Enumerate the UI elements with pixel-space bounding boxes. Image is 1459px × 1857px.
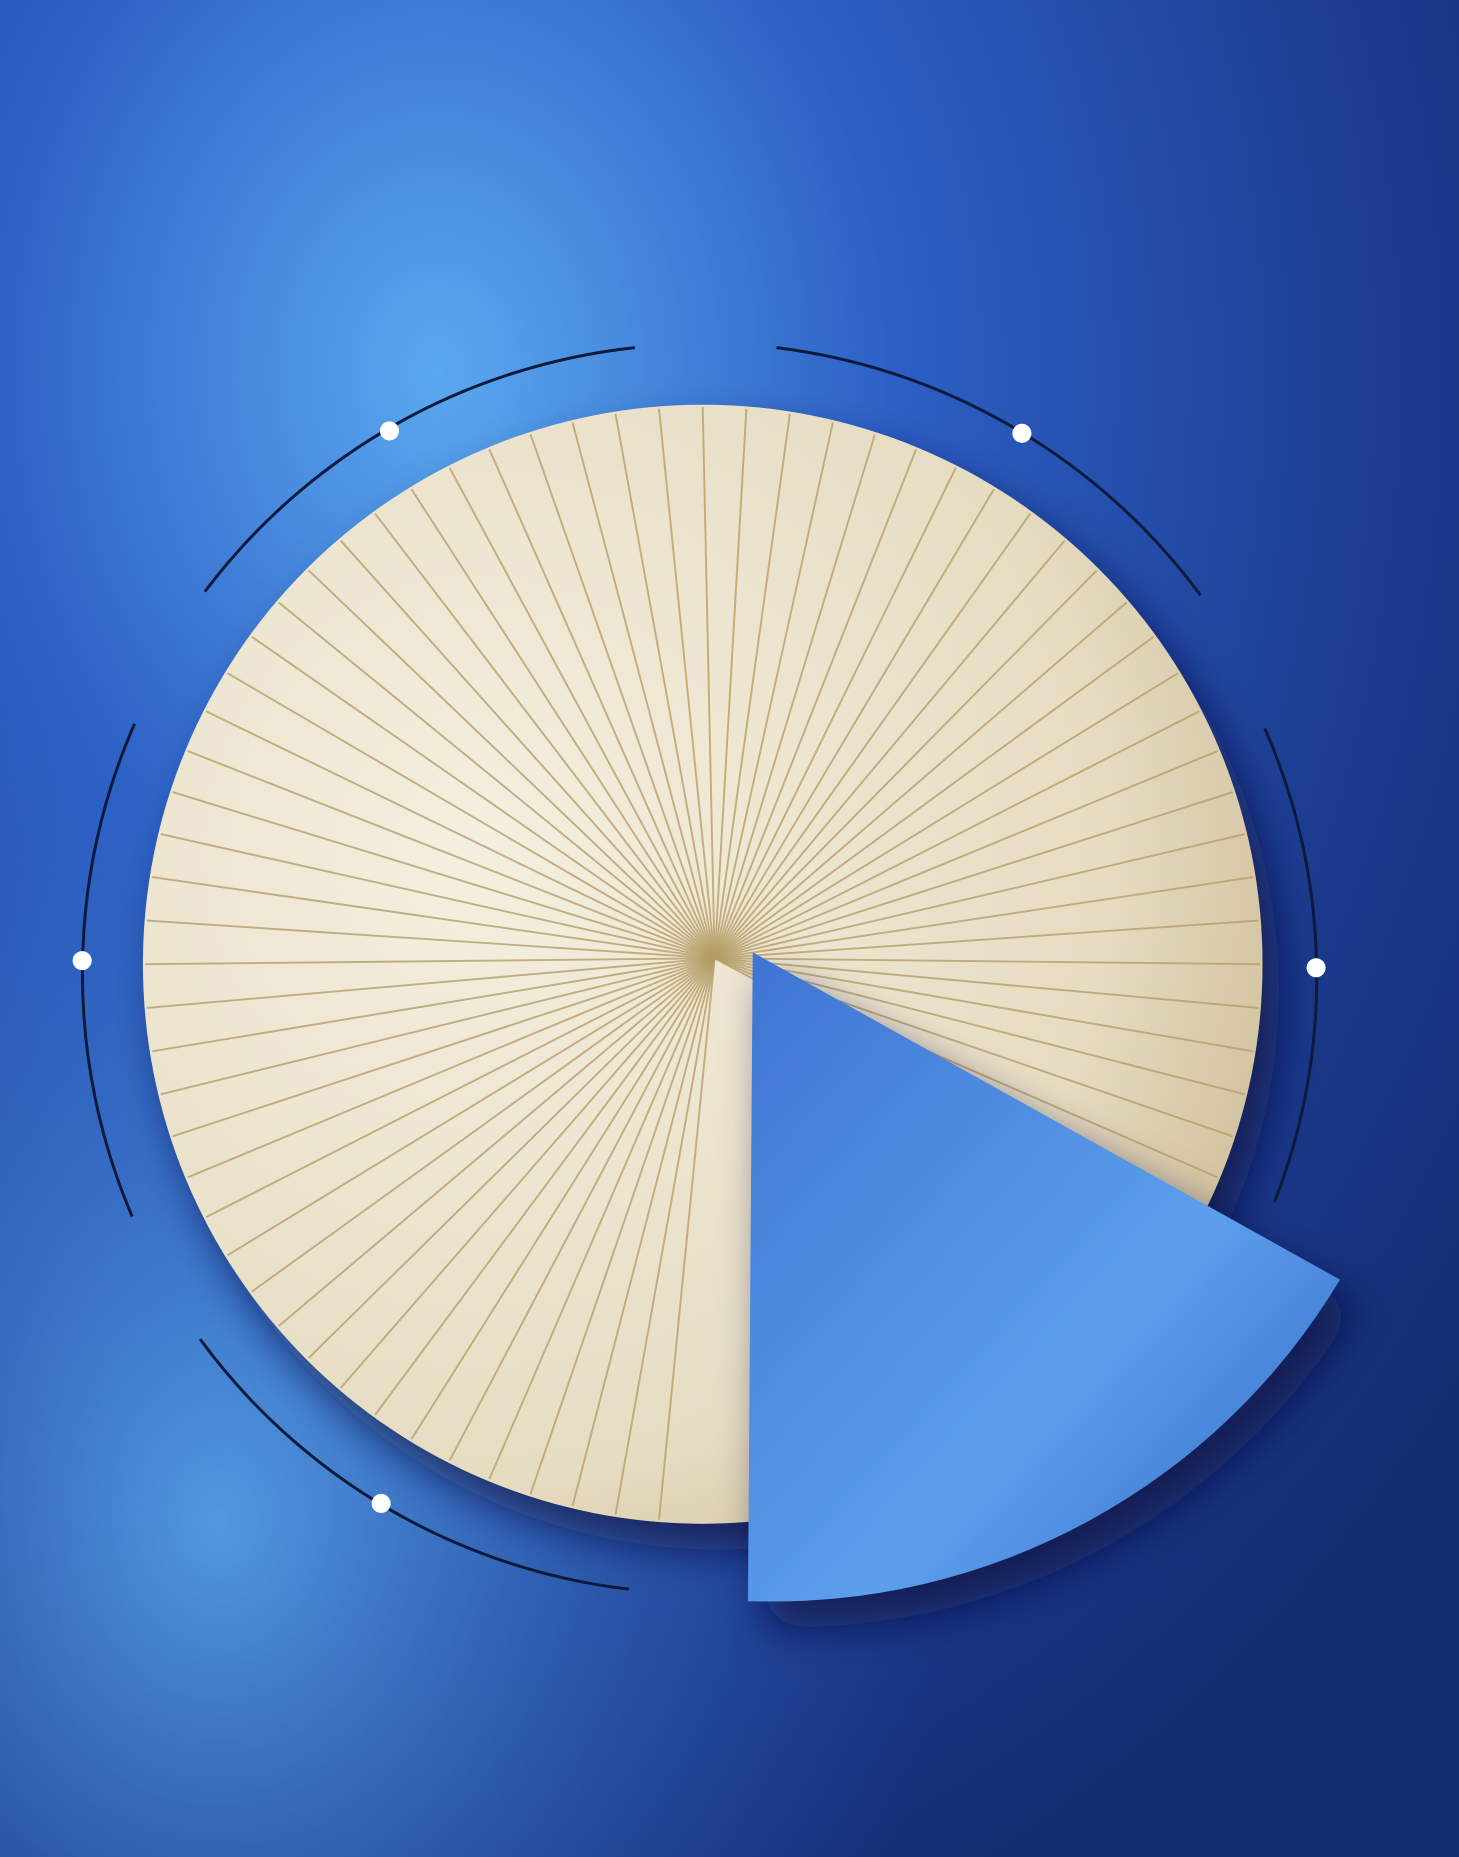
- disc-ray: [713, 539, 1066, 959]
- disc-ray: [713, 413, 791, 959]
- disc-ray: [251, 957, 716, 1293]
- disc-ray: [187, 957, 715, 1179]
- disc-ray: [714, 710, 1200, 960]
- disc-ray: [278, 957, 716, 1327]
- disc-ray: [713, 512, 1032, 959]
- disc-ray: [614, 413, 716, 959]
- disc-ray: [714, 919, 1259, 960]
- disc-ray: [307, 569, 716, 959]
- disc-ray: [701, 407, 716, 959]
- disc-ray: [488, 449, 716, 959]
- disc-ray: [614, 958, 716, 1515]
- disc-ray: [374, 957, 716, 1416]
- disc-ray: [160, 957, 715, 1096]
- disc-ray: [571, 422, 716, 959]
- disc-ray: [146, 957, 715, 1009]
- disc-ray: [714, 957, 1254, 1053]
- disc-ray: [713, 449, 917, 959]
- orbit-dot: [1306, 958, 1326, 978]
- disc-ray: [374, 512, 716, 959]
- disc-ray: [410, 488, 716, 959]
- pulled-wedge: [747, 952, 1340, 1602]
- disc-ray: [713, 569, 1098, 959]
- disc-ray: [146, 919, 715, 960]
- disc-ray: [529, 434, 716, 959]
- disc-ray: [571, 958, 716, 1507]
- disc-ray: [714, 791, 1234, 960]
- disc-ray: [714, 876, 1254, 960]
- orbit-dot: [72, 951, 92, 971]
- disc-ray: [160, 833, 715, 960]
- disc-ray: [251, 635, 716, 960]
- disc-ray: [340, 539, 716, 959]
- disc-ray: [713, 488, 995, 959]
- disc-ray: [227, 672, 716, 960]
- disc-ray: [714, 750, 1219, 960]
- disc-ray: [152, 957, 715, 1053]
- disc-ray: [713, 467, 957, 959]
- disc-ray: [205, 710, 716, 960]
- disc-ray: [448, 957, 716, 1462]
- orbit-dot: [1012, 423, 1032, 443]
- orbit-dot: [379, 421, 399, 441]
- disc-ray: [172, 957, 715, 1138]
- disc-ray: [714, 635, 1155, 960]
- disc-ray: [714, 957, 1259, 1009]
- disc-ray: [713, 434, 876, 959]
- disc-ray: [152, 876, 715, 960]
- disc-ray: [714, 672, 1179, 960]
- disc-ray: [713, 601, 1128, 959]
- disc-ray: [714, 957, 1261, 966]
- disc-ray: [187, 750, 715, 960]
- disc-ray: [172, 791, 715, 960]
- disc-ray: [488, 957, 716, 1480]
- disc-ray: [713, 422, 834, 959]
- disc-ray: [226, 957, 716, 1257]
- disc-ray: [658, 408, 716, 959]
- disc-ray: [529, 957, 716, 1495]
- disc-ray: [278, 601, 716, 959]
- disc-ray: [714, 833, 1245, 960]
- disc-ray: [448, 467, 716, 959]
- disc-ray: [658, 958, 716, 1520]
- disc-ray: [145, 957, 715, 966]
- disc-ray: [410, 957, 716, 1440]
- disc-ray: [307, 957, 716, 1359]
- disc-ray: [340, 957, 716, 1389]
- orbit-dot: [371, 1493, 391, 1513]
- orbit-dots: [72, 421, 1326, 1513]
- disc-ray: [205, 957, 716, 1219]
- orbit-arc: [776, 346, 1202, 597]
- disc-ray: [713, 408, 748, 959]
